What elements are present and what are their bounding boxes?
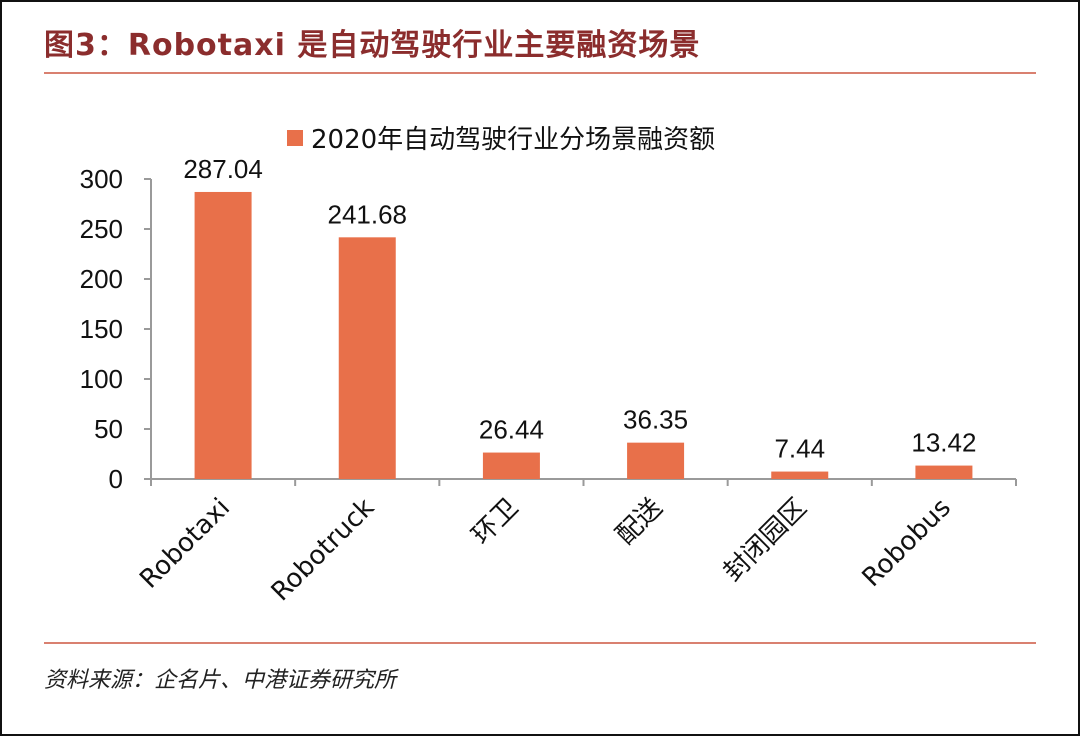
bar: [627, 442, 685, 479]
bars: [194, 191, 973, 479]
bar: [915, 465, 973, 479]
value-label: 36.35: [623, 405, 688, 435]
x-tick-label: 配送: [611, 493, 669, 551]
bar: [338, 237, 396, 479]
legend: 2020年自动驾驶行业分场景融资额: [287, 125, 715, 155]
legend-label: 2020年自动驾驶行业分场景融资额: [311, 125, 715, 155]
value-label: 287.04: [183, 154, 263, 184]
axes: [144, 178, 1017, 486]
legend-swatch: [287, 130, 303, 146]
footer-rule: [44, 642, 1036, 644]
value-label: 26.44: [479, 415, 544, 445]
y-tick-label: 250: [80, 214, 123, 244]
y-tick-label: 0: [109, 464, 123, 494]
value-label: 7.44: [774, 434, 825, 464]
x-tick-labels: Robotaxi Robotruck 环卫 配送 封闭园区 Robobus: [134, 493, 957, 608]
x-tick-label: Robobus: [857, 493, 957, 593]
x-tick-label: Robotaxi: [134, 493, 236, 595]
y-tick-label: 300: [80, 164, 123, 194]
bar: [194, 191, 252, 479]
figure-title: 图3：Robotaxi 是自动驾驶行业主要融资场景: [44, 28, 701, 63]
y-tick-label: 150: [80, 314, 123, 344]
source-note: 资料来源：企名片、中港证券研究所: [44, 668, 397, 693]
title-rule: [44, 72, 1036, 74]
y-tick-labels: 0 50 100 150 200 250 300: [80, 164, 123, 494]
bar: [771, 471, 829, 479]
value-label: 241.68: [327, 199, 407, 229]
bar: [482, 452, 540, 479]
x-tick-label: 环卫: [466, 493, 524, 551]
value-labels: 287.04 241.68 26.44 36.35 7.44 13.42: [183, 154, 976, 464]
x-tick-label: 封闭园区: [718, 493, 813, 588]
x-tick-label: Robotruck: [266, 493, 381, 608]
y-tick-label: 200: [80, 264, 123, 294]
value-label: 13.42: [911, 428, 976, 458]
y-tick-label: 50: [94, 414, 123, 444]
y-tick-label: 100: [80, 364, 123, 394]
